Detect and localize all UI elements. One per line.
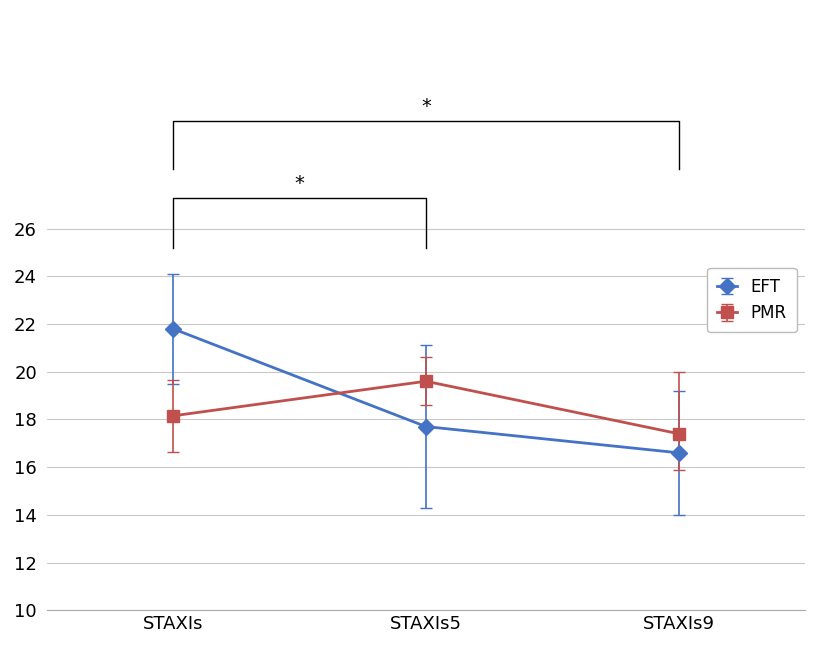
Legend: EFT, PMR: EFT, PMR: [708, 268, 797, 333]
Text: *: *: [421, 98, 431, 116]
Text: *: *: [295, 174, 305, 193]
